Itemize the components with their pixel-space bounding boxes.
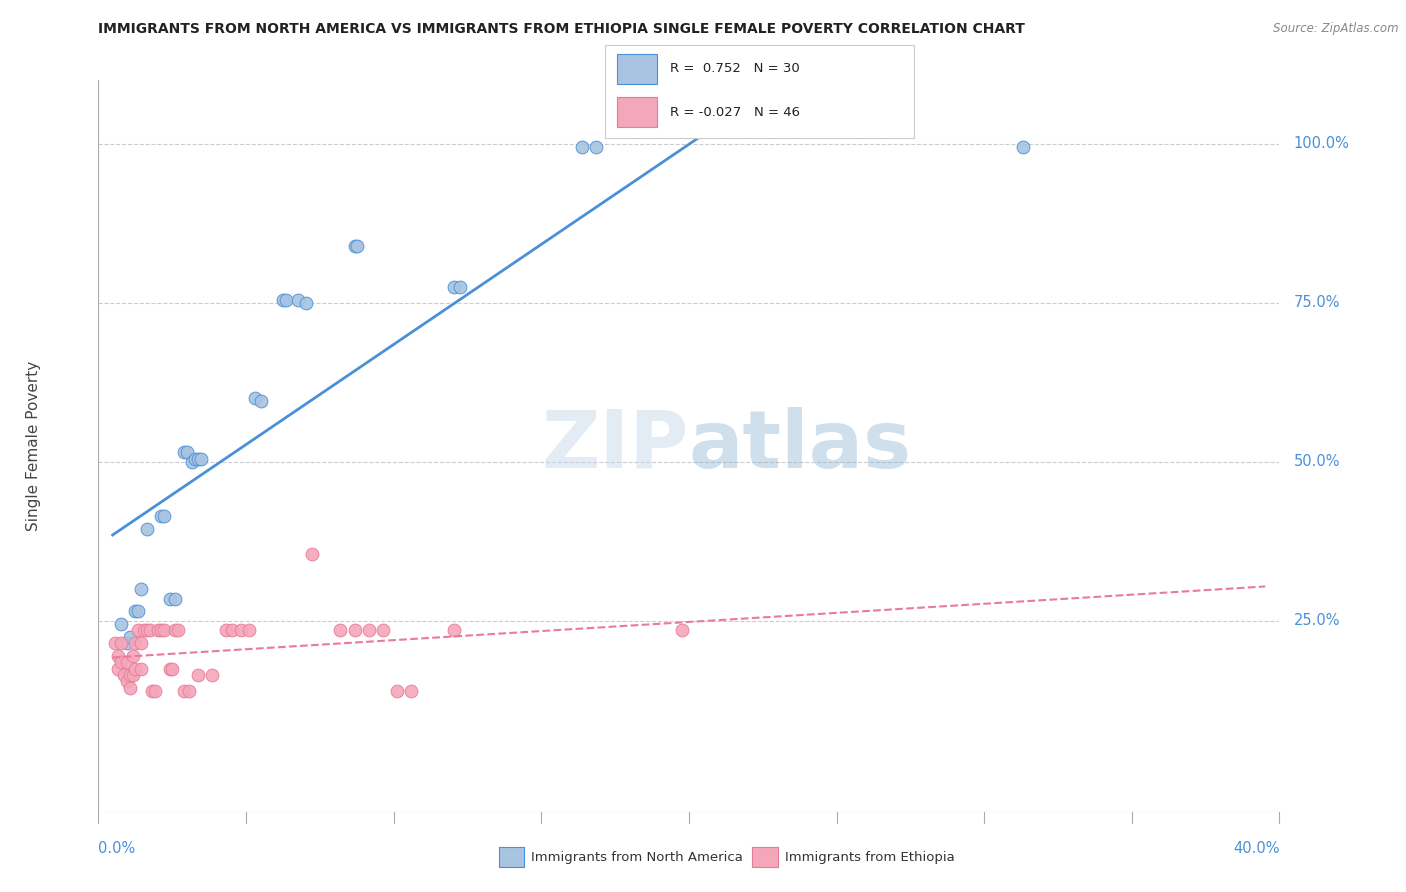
Bar [617, 54, 657, 84]
Point [141, 684, 163, 698]
Point [357, 624, 380, 638]
Point [243, 392, 266, 406]
Point [329, 624, 352, 638]
Point [129, 636, 152, 650]
Point [153, 624, 176, 638]
Point [443, 624, 465, 638]
Point [153, 508, 176, 523]
Point [121, 668, 143, 682]
Text: 0.0%: 0.0% [98, 841, 135, 856]
Point [138, 624, 160, 638]
Point [107, 648, 129, 663]
Point [221, 624, 243, 638]
Point [273, 293, 295, 307]
Text: Single Female Poverty: Single Female Poverty [25, 361, 41, 531]
Point [124, 662, 146, 676]
Text: atlas: atlas [689, 407, 912, 485]
Point [301, 547, 323, 561]
Point [249, 394, 271, 409]
Point [121, 648, 143, 663]
Point [118, 630, 141, 644]
Point [181, 455, 204, 469]
Point [585, 140, 607, 154]
Point [184, 451, 207, 466]
Text: 25.0%: 25.0% [1294, 614, 1340, 628]
Point [124, 604, 146, 618]
Point [1012, 140, 1035, 154]
Point [176, 445, 198, 459]
Point [159, 591, 181, 606]
Point [129, 662, 152, 676]
Point [104, 636, 127, 650]
Point [115, 636, 138, 650]
Text: R = -0.027   N = 46: R = -0.027 N = 46 [669, 105, 800, 119]
Text: Immigrants from Ethiopia: Immigrants from Ethiopia [785, 851, 955, 863]
Text: 40.0%: 40.0% [1233, 841, 1279, 856]
Text: 75.0%: 75.0% [1294, 295, 1340, 310]
Point [238, 624, 260, 638]
Point [343, 624, 366, 638]
Point [201, 668, 224, 682]
Point [343, 238, 366, 252]
Point [110, 617, 132, 632]
Point [571, 140, 593, 154]
Point [110, 655, 132, 669]
Point [173, 445, 195, 459]
Point [287, 293, 309, 307]
Point [148, 624, 170, 638]
Point [150, 624, 173, 638]
Point [124, 636, 146, 650]
Text: Immigrants from North America: Immigrants from North America [531, 851, 744, 863]
Point [187, 668, 209, 682]
Text: 50.0%: 50.0% [1294, 454, 1340, 469]
Point [129, 582, 152, 596]
Point [115, 674, 138, 689]
Point [143, 684, 166, 698]
Text: Source: ZipAtlas.com: Source: ZipAtlas.com [1274, 22, 1399, 36]
Text: R =  0.752   N = 30: R = 0.752 N = 30 [669, 62, 799, 76]
Point [179, 684, 201, 698]
Point [449, 280, 471, 294]
Point [401, 684, 423, 698]
Point [118, 668, 141, 682]
Point [165, 624, 187, 638]
Point [190, 451, 212, 466]
Point [110, 636, 132, 650]
Point [162, 662, 184, 676]
Point [187, 451, 209, 466]
Point [132, 624, 155, 638]
Text: IMMIGRANTS FROM NORTH AMERICA VS IMMIGRANTS FROM ETHIOPIA SINGLE FEMALE POVERTY : IMMIGRANTS FROM NORTH AMERICA VS IMMIGRA… [98, 22, 1025, 37]
Bar [617, 97, 657, 127]
Point [443, 280, 465, 294]
Point [387, 684, 409, 698]
Point [229, 624, 252, 638]
Point [346, 238, 368, 252]
Text: ZIP: ZIP [541, 407, 689, 485]
Point [371, 624, 394, 638]
Point [115, 655, 138, 669]
Point [112, 668, 135, 682]
Point [215, 624, 238, 638]
Point [135, 624, 157, 638]
Point [295, 296, 318, 310]
Point [127, 604, 149, 618]
Point [173, 684, 195, 698]
Point [127, 624, 149, 638]
Point [671, 624, 693, 638]
Point [165, 591, 187, 606]
Point [159, 662, 181, 676]
Point [118, 681, 141, 695]
Text: 100.0%: 100.0% [1294, 136, 1350, 152]
Point [150, 508, 173, 523]
Point [135, 522, 157, 536]
Point [167, 624, 190, 638]
Point [107, 662, 129, 676]
Point [276, 293, 298, 307]
